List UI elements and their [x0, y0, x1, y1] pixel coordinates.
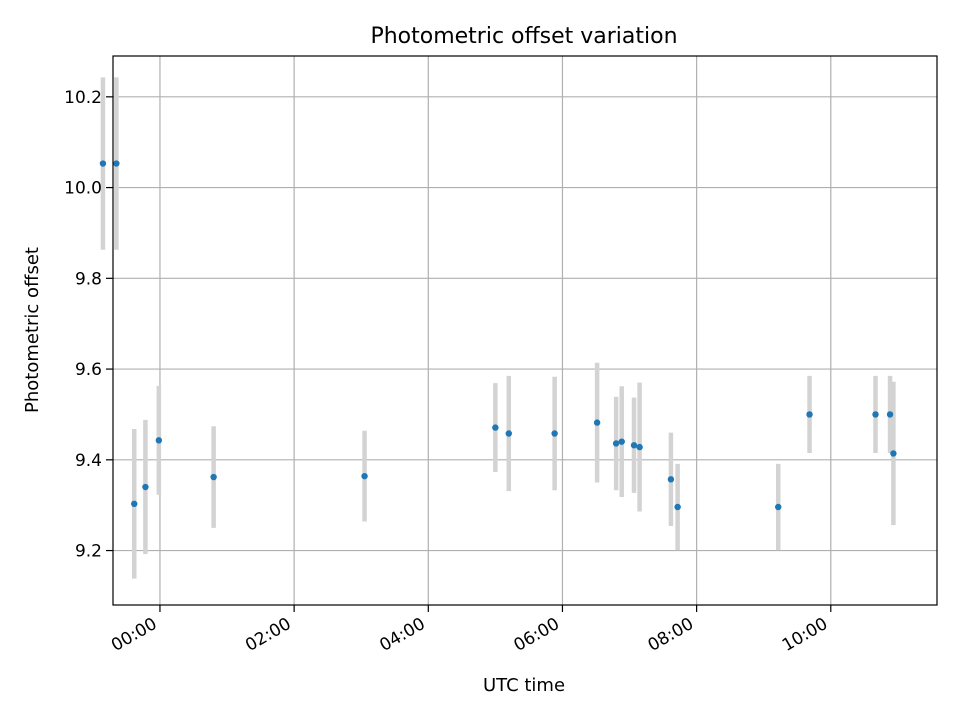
- data-point: [99, 160, 107, 167]
- data-point: [872, 411, 879, 418]
- data-point: [674, 503, 681, 511]
- data-point: [155, 437, 163, 444]
- data-point: [131, 500, 138, 508]
- y-tick-label: 9.2: [75, 542, 102, 562]
- error-bars: [100, 77, 896, 579]
- y-tick-label: 9.8: [75, 269, 102, 289]
- x-tick-label: 02:00: [242, 614, 294, 656]
- data-point: [636, 443, 643, 451]
- data-point: [361, 472, 368, 480]
- data-point: [890, 450, 897, 457]
- data-point: [806, 411, 813, 418]
- x-tick-label: 00:00: [108, 614, 160, 656]
- y-axis-label: Photometric offset: [22, 247, 43, 413]
- data-point: [775, 503, 782, 511]
- x-tick-label: 04:00: [376, 614, 428, 656]
- data-point: [667, 476, 675, 483]
- data-point: [886, 411, 894, 418]
- plot-area: [112, 55, 938, 606]
- data-point: [551, 430, 558, 437]
- x-axis: 00:00 02:00 04:00 06:00 08:00 10:00: [108, 605, 832, 656]
- x-tick-label: 08:00: [645, 614, 697, 656]
- data-point: [505, 430, 512, 437]
- y-tick-label: 10.2: [64, 88, 102, 108]
- data-point: [612, 440, 620, 447]
- chart-title: Photometric offset variation: [370, 24, 677, 49]
- data-point: [492, 424, 499, 431]
- data-point: [210, 473, 217, 481]
- y-tick-label: 10.0: [64, 179, 102, 199]
- grid: [113, 56, 937, 605]
- data-point: [142, 483, 149, 491]
- y-tick-label: 9.4: [75, 451, 102, 471]
- data-point: [618, 438, 625, 445]
- data-points: [99, 160, 897, 511]
- data-point: [113, 160, 120, 167]
- x-axis-label: UTC time: [483, 675, 565, 696]
- x-tick-label: 06:00: [511, 614, 563, 656]
- data-point: [593, 419, 601, 426]
- data-point: [630, 442, 638, 449]
- x-tick-label: 10:00: [779, 614, 831, 656]
- y-tick-label: 9.6: [75, 360, 102, 380]
- y-axis: 9.2 9.4 9.6 9.8 10.0 10.2: [64, 88, 113, 562]
